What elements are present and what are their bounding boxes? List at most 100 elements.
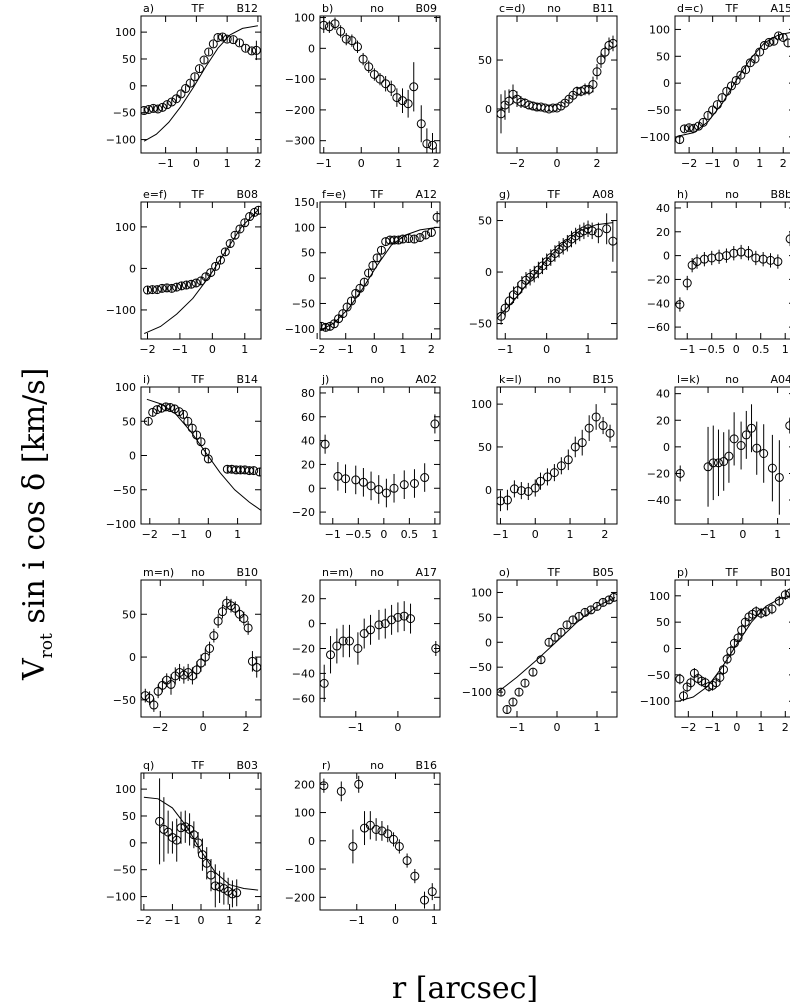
- data-point: [535, 476, 545, 486]
- data-point: [556, 461, 566, 471]
- data-point: [364, 62, 374, 72]
- y-tick-label: 50: [122, 810, 136, 823]
- plot-area: [320, 414, 440, 508]
- data-point: [750, 54, 760, 64]
- data-point: [359, 277, 369, 287]
- panel-tag: TF: [724, 2, 738, 15]
- data-point: [366, 481, 376, 491]
- x-tick-label: −1: [349, 914, 365, 927]
- panel-name: B10: [236, 566, 258, 579]
- data-point: [402, 856, 412, 866]
- data-point: [376, 245, 386, 255]
- x-tick-label: −1: [325, 528, 341, 541]
- data-point: [251, 45, 261, 55]
- x-tick-label: −2: [142, 528, 158, 541]
- x-tick-label: 2: [255, 914, 262, 927]
- data-point: [430, 419, 440, 429]
- x-tick-label: 0: [394, 721, 401, 734]
- panel-frame: [674, 201, 790, 340]
- y-tick-label: 0: [308, 835, 315, 848]
- y-tick-label: −200: [285, 891, 315, 904]
- y-tick-label: 100: [115, 381, 136, 394]
- data-point: [708, 458, 718, 468]
- data-point: [211, 261, 221, 271]
- data-point: [152, 285, 162, 295]
- y-tick-label: 0: [663, 77, 670, 90]
- data-point: [741, 430, 751, 440]
- panel-frame: [140, 201, 262, 340]
- panel-frame: [319, 386, 441, 525]
- data-point: [729, 434, 739, 444]
- panel-10: −1 −0.5 0 0.5 1 −20 0 20 40 60 80 j) no A02: [292, 373, 441, 541]
- y-tick-label: −60: [292, 692, 315, 705]
- x-tick-label: 2: [782, 721, 789, 734]
- data-point: [783, 38, 790, 48]
- data-point: [342, 302, 352, 312]
- data-point: [330, 19, 340, 29]
- data-point: [698, 117, 708, 127]
- y-tick-label: 150: [294, 196, 315, 209]
- data-point: [714, 252, 724, 262]
- data-point: [598, 421, 608, 431]
- y-tick-label: 100: [115, 221, 136, 234]
- y-axis-label-sub: rot: [37, 633, 57, 658]
- data-point: [192, 430, 202, 440]
- data-point: [225, 239, 235, 249]
- x-tick-label: −1: [509, 721, 525, 734]
- data-point: [497, 496, 505, 506]
- y-tick-label: −100: [285, 863, 315, 876]
- x-axis-label: r [arcsec]: [392, 971, 538, 1006]
- data-point: [747, 423, 757, 433]
- plot-area: [497, 35, 617, 134]
- x-tick-label: 1: [756, 157, 763, 170]
- panel-4: −2 −1 0 1 2 −100 −50 0 50 100 d=c) TF A15: [640, 2, 790, 170]
- data-point: [374, 620, 384, 630]
- y-tick-label: −50: [292, 297, 315, 310]
- panel-tag: no: [191, 566, 205, 579]
- data-point: [399, 611, 409, 621]
- data-point: [774, 596, 784, 606]
- data-point: [420, 473, 430, 483]
- panel-label: g): [499, 188, 510, 201]
- data-point: [218, 32, 228, 42]
- data-point: [199, 55, 209, 65]
- data-point: [215, 255, 225, 265]
- data-point: [675, 135, 685, 145]
- y-tick-label: 0: [308, 482, 315, 495]
- data-point: [420, 895, 430, 905]
- x-tick-label: −1: [492, 528, 508, 541]
- data-point: [608, 236, 617, 246]
- data-point: [167, 283, 177, 293]
- data-point: [544, 637, 554, 647]
- y-tick-label: −20: [292, 506, 315, 519]
- data-point: [608, 38, 617, 48]
- panel-label: c=d): [499, 2, 526, 15]
- data-point: [209, 631, 219, 641]
- svg-text:Vrot sin i cos δ [km/s]: Vrot sin i cos δ [km/s]: [17, 368, 57, 681]
- panel-tag: TF: [190, 188, 204, 201]
- panel-tag: TF: [724, 566, 738, 579]
- data-point: [381, 79, 391, 89]
- panel-tag: TF: [546, 566, 560, 579]
- data-point: [346, 296, 356, 306]
- plot-area: [497, 213, 617, 325]
- data-point: [556, 627, 566, 637]
- data-point: [689, 123, 699, 133]
- y-tick-label: −100: [106, 304, 136, 317]
- panel-label: p): [677, 566, 688, 579]
- x-tick-label: 0: [543, 343, 550, 356]
- data-point: [773, 257, 783, 267]
- panel-label: j): [321, 373, 329, 386]
- y-tick-label: 0: [129, 450, 136, 463]
- panel-18: −1 0 1 −200 −100 0 100 200 r) no B16: [285, 759, 441, 927]
- data-point: [759, 449, 769, 459]
- plot-area: [675, 231, 790, 312]
- y-tick-label: 0: [308, 42, 315, 55]
- data-point: [703, 110, 713, 120]
- data-point: [374, 484, 384, 494]
- data-point: [375, 74, 385, 84]
- data-point: [389, 834, 399, 844]
- data-point: [699, 254, 709, 264]
- data-point: [767, 604, 777, 614]
- data-point: [549, 468, 559, 478]
